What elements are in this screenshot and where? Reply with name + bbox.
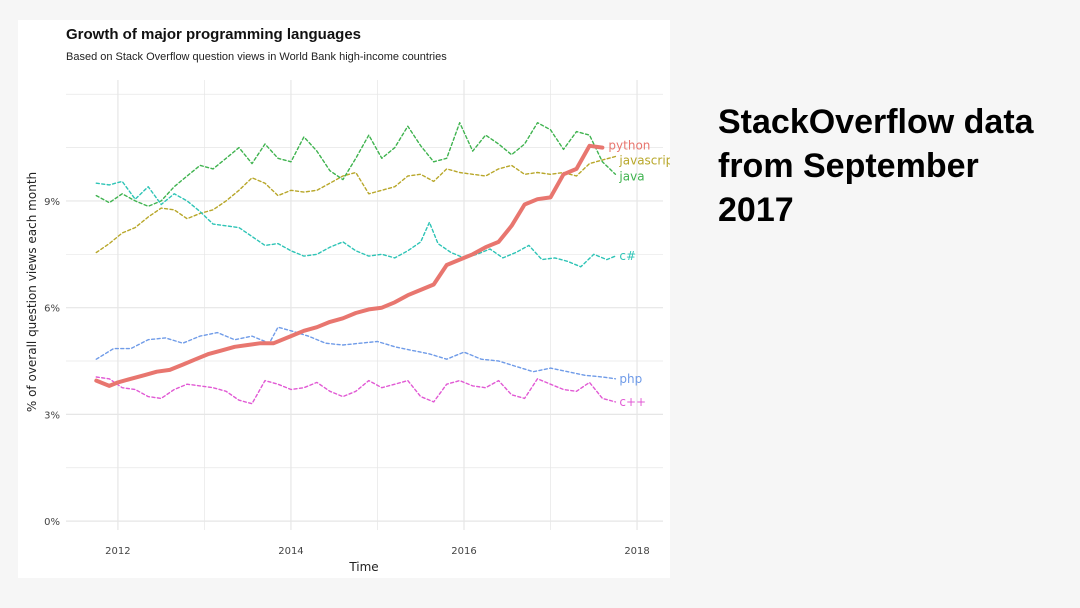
series-line-java [95, 121, 617, 208]
side-caption: StackOverflow data from September 2017 [718, 103, 1034, 229]
series-label-javascript: javascript [618, 153, 670, 167]
y-tick-label: 0% [44, 517, 60, 528]
chart-subtitle: Based on Stack Overflow question views i… [66, 51, 447, 63]
x-tick-label: 2012 [105, 546, 130, 557]
series-line-javascript [95, 155, 617, 254]
y-tick-label: 3% [44, 410, 60, 421]
y-axis-title: % of overall question views each month [25, 172, 39, 412]
grid-lines [66, 80, 663, 530]
y-tick-label: 6% [44, 304, 60, 315]
series-label-php: php [619, 372, 642, 386]
series-line-python [94, 143, 605, 388]
chart-title: Growth of major programming languages [66, 26, 362, 43]
series-labels: pythonjavascript java c# php c++ [608, 139, 670, 409]
series-label-python: python [608, 139, 650, 153]
series-lines [94, 121, 617, 405]
axis-ticks: 2012 2014 2016 2018 0% 3% 6% 9% [44, 197, 650, 557]
chart-figure: Growth of major programming languages Ba… [18, 20, 670, 578]
series-label-cpp: c++ [619, 395, 646, 409]
y-tick-label: 9% [44, 197, 60, 208]
series-label-csharp: c# [619, 249, 636, 263]
x-tick-label: 2014 [278, 546, 303, 557]
series-label-java: java [618, 169, 644, 183]
series-line-php [95, 326, 617, 380]
series-line-cpp [95, 376, 617, 405]
series-line-csharp [95, 180, 617, 268]
x-tick-label: 2018 [624, 546, 649, 557]
x-tick-label: 2016 [451, 546, 476, 557]
x-axis-title: Time [348, 560, 378, 574]
